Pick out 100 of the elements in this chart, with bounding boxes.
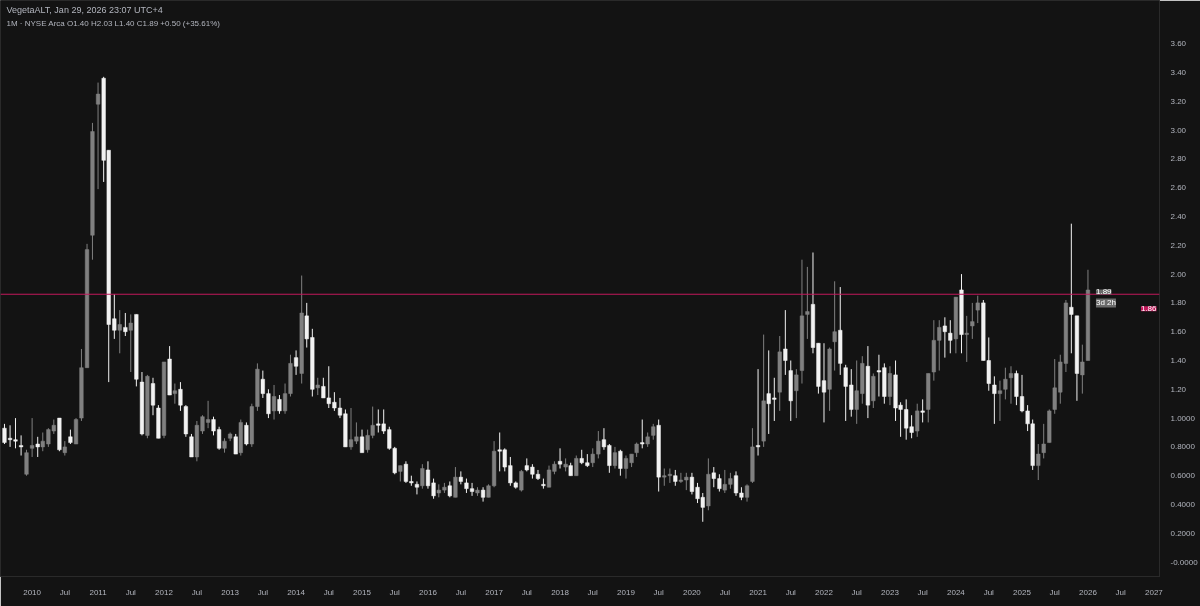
x-tick-label: Jul — [125, 587, 137, 597]
y-tick-label: 1.80 — [1170, 298, 1187, 308]
x-tick-label: 2027 — [1145, 587, 1164, 597]
candlestick — [640, 419, 645, 449]
x-tick-label: 2017 — [485, 587, 504, 597]
x-tick-label: Jul — [455, 587, 467, 597]
x-tick-label: Jul — [587, 587, 599, 597]
candlestick — [150, 377, 156, 416]
candlestick — [975, 295, 980, 324]
candlestick — [783, 309, 788, 376]
candlestick — [30, 417, 35, 458]
x-tick-label: 2022 — [815, 587, 834, 597]
candlestick — [1036, 443, 1041, 481]
y-tick-label: 0.4000 — [1170, 500, 1196, 509]
x-tick-label: Jul — [983, 587, 995, 597]
y-tick-label: 2.20 — [1170, 240, 1187, 250]
candlestick — [420, 463, 425, 490]
x-tick-label: 2010 — [23, 587, 42, 597]
candlestick — [178, 381, 183, 412]
x-tick-label: 2014 — [287, 587, 306, 597]
candlestick — [19, 434, 24, 457]
candlestick — [117, 309, 122, 354]
x-tick-label: 2012 — [155, 587, 174, 597]
candlestick — [970, 302, 975, 340]
x-tick-label: Jul — [719, 587, 731, 597]
candlestick — [915, 403, 920, 438]
y-tick-label: 1.40 — [1170, 356, 1187, 365]
candlestick — [189, 433, 194, 458]
y-tick-label: 0.6000 — [1170, 471, 1196, 481]
x-tick-label: 2013 — [221, 587, 240, 597]
x-tick-label: Jul — [257, 587, 269, 597]
candlestick — [1008, 365, 1014, 405]
x-tick-label: 2019 — [617, 587, 636, 597]
candlestick — [1080, 344, 1085, 395]
y-tick-label: 3.40 — [1170, 68, 1187, 77]
y-tick-label: 1.60 — [1170, 327, 1187, 337]
x-tick-label: Jul — [191, 587, 203, 597]
candlestick — [1069, 223, 1074, 354]
candlestick — [557, 447, 563, 469]
y-tick-label: 1.20 — [1170, 384, 1187, 394]
x-tick-label: 2025 — [1013, 587, 1032, 597]
x-tick-label: Jul — [851, 587, 863, 597]
candlestick — [271, 384, 277, 421]
ref-line-label: 1.86 — [1140, 304, 1158, 314]
y-tick-label: 2.00 — [1170, 269, 1187, 279]
y-tick-label: 3.20 — [1170, 96, 1187, 106]
x-tick-label: 2020 — [683, 587, 702, 597]
y-tick-label: 2.40 — [1170, 212, 1187, 221]
x-tick-label: 2023 — [881, 587, 900, 597]
y-tick-label: -0.0000 — [1170, 557, 1199, 567]
candlestick — [1041, 423, 1046, 459]
candlestick — [992, 375, 997, 425]
x-tick-label: 2016 — [419, 587, 438, 597]
candlestick — [964, 315, 969, 363]
candlestick — [123, 312, 128, 337]
candlestick — [172, 383, 177, 405]
annotation: VegetaALT, Jan 29, 2026 23:07 UTC+4 — [6, 4, 163, 15]
x-tick-label: Jul — [389, 587, 401, 597]
candlestick — [1003, 367, 1008, 400]
x-tick-label: 2021 — [749, 587, 768, 597]
candlestick — [294, 349, 299, 376]
x-tick-label: Jul — [1049, 587, 1061, 597]
x-tick-label: 2018 — [551, 587, 570, 597]
candlestick — [997, 380, 1003, 422]
x-tick-label: 2026 — [1079, 587, 1098, 597]
candlestick — [805, 266, 810, 340]
x-tick-label: Jul — [59, 587, 71, 597]
candlestick — [942, 316, 947, 359]
candlestick — [277, 394, 282, 415]
y-tick-label: 0.2000 — [1170, 528, 1196, 538]
candlestick — [453, 466, 458, 498]
y-tick-label: 3.60 — [1170, 39, 1187, 49]
annotation: 1.89 — [1095, 287, 1113, 297]
x-tick-label: 2015 — [353, 587, 372, 597]
candlestick — [414, 480, 419, 495]
x-tick-label: Jul — [323, 587, 335, 597]
candlestick — [612, 446, 618, 469]
candlestick — [574, 455, 579, 477]
y-tick-label: 1.0000 — [1170, 413, 1196, 423]
x-tick-label: Jul — [785, 587, 797, 597]
candlestick — [794, 368, 799, 419]
candlestick — [519, 469, 524, 493]
x-tick-label: Jul — [653, 587, 665, 597]
y-tick-label: 3.00 — [1170, 125, 1187, 135]
candlestick — [755, 368, 761, 457]
annotation: 1M · NYSE Arca O1.40 H2.03 L1.40 C1.89 +0.50 (+35.61%) — [6, 18, 221, 28]
candlestick — [233, 433, 238, 455]
y-tick-label: 2.60 — [1170, 183, 1187, 193]
candlestick — [96, 82, 101, 190]
x-tick-label: Jul — [1115, 587, 1126, 597]
candlestick — [35, 436, 40, 458]
candlestick — [887, 365, 892, 406]
candlestick — [24, 449, 29, 477]
candlestick — [128, 313, 133, 373]
candlestick — [832, 280, 837, 372]
candlestick — [359, 429, 365, 454]
annotation: 3d 2h — [1095, 298, 1116, 308]
candlestick — [618, 449, 623, 477]
candlestick — [920, 398, 925, 423]
x-tick-label: 2011 — [89, 587, 108, 597]
